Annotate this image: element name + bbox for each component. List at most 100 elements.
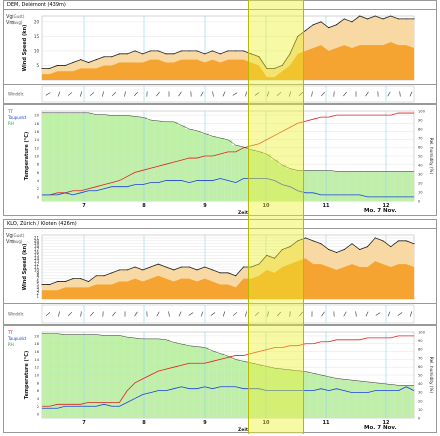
gust-point: [49, 284, 50, 285]
gust-point: [142, 53, 143, 54]
y-tick-label: 8: [37, 381, 40, 385]
rh-bar: [170, 342, 178, 418]
y-tick-label: 6: [37, 389, 40, 393]
gust-point: [305, 237, 306, 238]
legend-dewpoint: Taupunkt: [7, 115, 27, 120]
temperature-humidity-chart: 024681012141618201009080706050403020100T…: [4, 326, 436, 432]
y-tick-label: 5: [36, 63, 39, 68]
y2-tick-label: 70: [418, 137, 423, 141]
legend-tt: TT: [7, 330, 13, 335]
y2-tick-label: 90: [418, 119, 423, 123]
x-tick-label: 9: [203, 203, 207, 209]
gust-point: [406, 18, 407, 19]
gust-point: [166, 53, 167, 54]
x-tick-label: 8: [142, 203, 146, 209]
rh-bar: [123, 337, 131, 418]
gust-point: [383, 18, 384, 19]
gust-point: [390, 16, 391, 17]
winddir-label: Winddir.: [8, 92, 24, 97]
gust-point: [321, 243, 322, 244]
rh-bar: [240, 147, 248, 201]
y-tick-label: 20: [34, 334, 39, 338]
rh-bar: [54, 113, 62, 201]
gust-point: [313, 24, 314, 25]
gust-point: [142, 269, 143, 270]
wind-direction-strip: Winddir.: [4, 304, 436, 324]
gust-point: [80, 278, 81, 279]
rh-bar: [348, 171, 356, 201]
y2-tick-label: 20: [418, 182, 423, 186]
y2-tick-label: 30: [418, 173, 423, 177]
date-label: Mo. 7 Nov.: [364, 208, 397, 214]
gust-point: [119, 53, 120, 54]
gust-point: [104, 56, 105, 57]
rh-bar: [317, 375, 325, 418]
gust-point: [375, 237, 376, 238]
rh-bar: [77, 335, 85, 418]
y-tick-label: 18: [34, 342, 39, 346]
legend-gust: (Gust): [12, 14, 25, 19]
wind-direction-strip: Winddir.: [4, 85, 436, 103]
rh-bar: [387, 384, 395, 418]
rh-bar: [42, 113, 46, 201]
rh-bar: [42, 334, 46, 418]
rh-bar: [356, 171, 364, 201]
gust-point: [336, 252, 337, 253]
legend-tt: TT: [7, 109, 13, 114]
y-tick-label: 21: [34, 235, 40, 240]
gust-point: [197, 269, 198, 270]
gust-point: [135, 50, 136, 51]
gust-point: [344, 249, 345, 250]
rh-bar: [92, 115, 100, 201]
gust-point: [228, 272, 229, 273]
gust-point: [390, 246, 391, 247]
rh-bar: [232, 360, 240, 418]
y2-tick-label: 60: [418, 146, 423, 150]
y2-tick-label: 0: [418, 417, 421, 421]
legend-avg: (avg): [12, 20, 23, 25]
rh-bar: [309, 170, 317, 201]
gust-point: [127, 53, 128, 54]
y-axis-label: Wind Speed (kn): [22, 244, 28, 291]
y-tick-label: 20: [34, 114, 39, 118]
gust-point: [158, 50, 159, 51]
rh-bar: [193, 347, 201, 418]
winddir-panel: Winddir.: [3, 84, 437, 104]
rh-bar: [85, 335, 93, 418]
x-tick-label: 9: [203, 420, 207, 426]
rh-bar: [333, 171, 341, 201]
y-tick-label: 12: [34, 146, 39, 150]
gust-point: [313, 240, 314, 241]
rh-bar: [139, 117, 147, 201]
gust-point: [406, 240, 407, 241]
x-tick-label: 7: [82, 420, 86, 426]
gust-point: [135, 267, 136, 268]
rh-bar: [46, 113, 54, 201]
gust-point: [181, 50, 182, 51]
temperature-humidity-chart: 024681012141618201009080706050403020100T…: [4, 105, 436, 215]
y2-tick-label: 70: [418, 356, 423, 360]
gust-point: [375, 16, 376, 17]
gust-point: [359, 16, 360, 17]
gust-point: [73, 278, 74, 279]
gust-point: [189, 267, 190, 268]
gust-point: [65, 65, 66, 66]
legend-gust: (Gust): [12, 233, 25, 238]
y-tick-label: 0: [37, 195, 40, 199]
gust-point: [57, 281, 58, 282]
y-tick-label: 10: [34, 374, 39, 378]
winddir-panel: Winddir.: [3, 303, 437, 325]
gust-point: [96, 275, 97, 276]
rh-bar: [131, 116, 139, 201]
y2-tick-label: 30: [418, 391, 423, 395]
y-tick-label: 0: [37, 413, 40, 417]
gust-point: [88, 62, 89, 63]
y2-tick-label: 90: [418, 339, 423, 343]
gust-point: [158, 264, 159, 265]
y2-tick-label: 20: [418, 399, 423, 403]
y2-tick-label: 50: [418, 155, 423, 159]
rh-bar: [209, 136, 217, 201]
